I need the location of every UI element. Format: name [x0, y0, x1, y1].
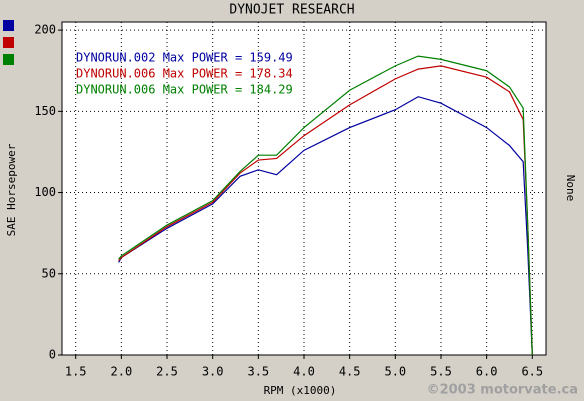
- x-tick-label: 3.5: [247, 365, 269, 379]
- legend-label: DYNORUN.006 Max POWER = 184.29: [76, 83, 293, 97]
- legend-label: DYNORUN.006 Max POWER = 178.34: [76, 67, 293, 81]
- legend-swatch: [3, 20, 14, 31]
- x-tick-label: 2.5: [156, 365, 178, 379]
- x-tick-label: 5.0: [384, 365, 406, 379]
- series-line: [118, 65, 533, 356]
- y2-axis-label: None: [564, 175, 577, 202]
- series-line: [118, 96, 533, 356]
- x-tick-label: 2.0: [111, 365, 133, 379]
- x-tick-label: 6.5: [521, 365, 543, 379]
- y-axis-label: SAE Horsepower: [5, 143, 18, 236]
- y-tick-label: 50: [42, 266, 56, 280]
- y-tick-label: 150: [34, 104, 56, 118]
- legend-swatch: [3, 54, 14, 65]
- y-tick-label: 200: [34, 23, 56, 37]
- chart-title: DYNOJET RESEARCH: [229, 3, 354, 18]
- x-tick-label: 5.5: [430, 365, 452, 379]
- legend-label: DYNORUN.002 Max POWER = 159.49: [76, 51, 293, 65]
- y-tick-label: 100: [34, 185, 56, 199]
- x-tick-label: 1.5: [65, 365, 87, 379]
- x-axis-label: RPM (x1000): [264, 384, 337, 397]
- x-tick-label: 4.5: [339, 365, 361, 379]
- watermark: ©2003 motorvate.ca: [427, 383, 578, 398]
- x-tick-label: 4.0: [293, 365, 315, 379]
- x-tick-label: 3.0: [202, 365, 224, 379]
- y-tick-label: 0: [49, 348, 56, 362]
- legend-swatch: [3, 37, 14, 48]
- series-line: [118, 55, 533, 356]
- x-tick-label: 6.0: [476, 365, 498, 379]
- plot-area: [61, 21, 547, 356]
